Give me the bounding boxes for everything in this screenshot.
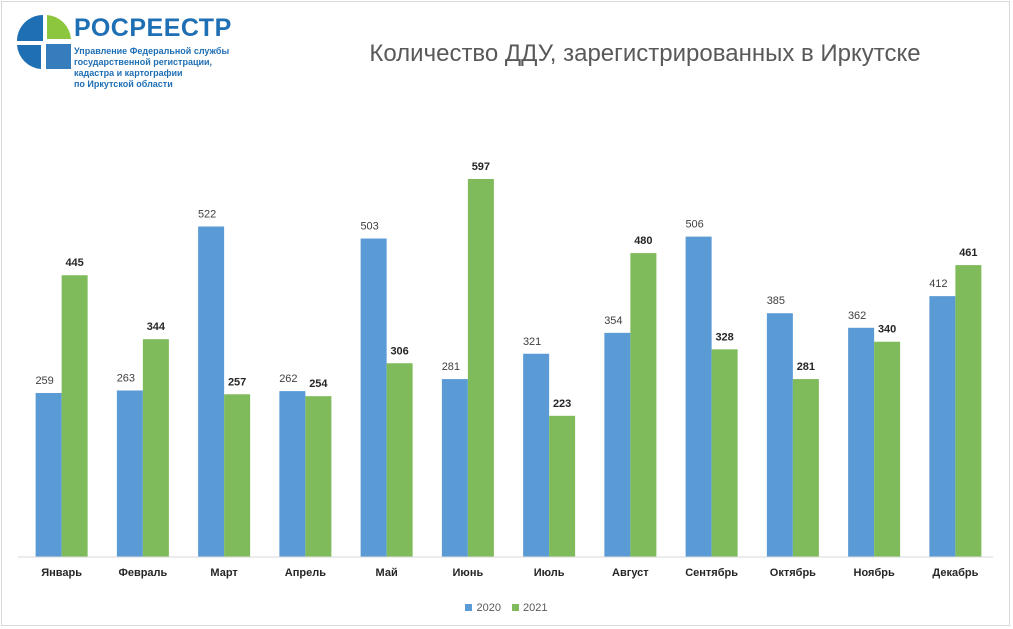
bar-2021-10 bbox=[792, 379, 819, 557]
category-label: Январь bbox=[41, 567, 82, 579]
category-label: Март bbox=[210, 567, 238, 579]
bars-layer: 259 445 263 344 522 257 262 254 503 306 281 597 321 2… bbox=[35, 161, 982, 558]
legend-item-2021: 2021 bbox=[512, 602, 548, 614]
category-label: Сентябрь bbox=[685, 567, 738, 579]
category-label: Декабрь bbox=[932, 567, 978, 579]
data-label-2020-9: 506 bbox=[685, 219, 703, 231]
data-label-2021-9: 328 bbox=[715, 331, 733, 343]
data-label-2020-5: 503 bbox=[360, 221, 378, 233]
bar-2020-12 bbox=[929, 296, 956, 557]
logo-emblem bbox=[17, 15, 71, 69]
category-label: Ноябрь bbox=[854, 567, 895, 579]
bar-2020-10 bbox=[766, 313, 793, 557]
bar-2020-7 bbox=[523, 353, 550, 557]
data-label-2021-8: 480 bbox=[634, 235, 652, 247]
data-label-2021-5: 306 bbox=[390, 345, 408, 357]
bar-2020-6 bbox=[441, 379, 468, 557]
legend-label-2021: 2021 bbox=[523, 602, 548, 614]
agency-subtitle: Управление Федеральной службы государств… bbox=[74, 46, 244, 90]
data-label-2021-1: 445 bbox=[65, 257, 83, 269]
data-label-2021-2: 344 bbox=[147, 321, 166, 333]
category-label: Июнь bbox=[453, 567, 484, 579]
data-label-2020-6: 281 bbox=[442, 361, 460, 373]
data-label-2021-3: 257 bbox=[228, 376, 246, 388]
bar-2020-2 bbox=[116, 390, 143, 557]
bar-2020-9 bbox=[685, 236, 712, 557]
data-label-2021-7: 223 bbox=[553, 398, 571, 410]
data-label-2020-3: 522 bbox=[198, 208, 216, 220]
legend: 2020 2021 bbox=[0, 602, 1013, 614]
bar-2020-3 bbox=[198, 226, 225, 558]
legend-swatch-2021 bbox=[512, 604, 520, 611]
data-label-2020-7: 321 bbox=[523, 336, 541, 348]
data-label-2020-8: 354 bbox=[604, 315, 622, 327]
bar-2021-11 bbox=[874, 341, 901, 557]
subtitle-line: Управление Федеральной службы bbox=[74, 46, 230, 56]
subtitle-line: по Иркутской области bbox=[74, 79, 173, 89]
bar-2021-1 bbox=[61, 275, 88, 557]
data-label-2021-10: 281 bbox=[797, 361, 815, 373]
bar-2021-5 bbox=[386, 363, 413, 557]
data-label-2021-12: 461 bbox=[959, 247, 977, 259]
category-label: Май bbox=[376, 567, 398, 579]
data-label-2020-12: 412 bbox=[929, 278, 947, 290]
category-label: Июль bbox=[534, 567, 565, 579]
data-label-2021-6: 597 bbox=[472, 161, 490, 173]
legend-label-2020: 2020 bbox=[476, 602, 501, 614]
data-label-2020-10: 385 bbox=[767, 295, 785, 307]
subtitle-line: государственной регистрации, bbox=[74, 57, 213, 67]
bar-2021-7 bbox=[549, 415, 576, 557]
bar-2021-8 bbox=[630, 253, 657, 558]
bar-2020-4 bbox=[279, 391, 306, 557]
category-label: Октябрь bbox=[770, 567, 816, 579]
bar-2020-11 bbox=[848, 327, 875, 557]
bar-2021-12 bbox=[955, 265, 982, 557]
bar-2021-2 bbox=[142, 339, 169, 557]
chart-title: Количество ДДУ, зарегистрированных в Ирк… bbox=[369, 40, 921, 67]
bar-2020-8 bbox=[604, 332, 631, 557]
brand-name: РОСРЕЕСТР bbox=[74, 14, 232, 42]
legend-swatch-2020 bbox=[465, 604, 473, 611]
category-label: Февраль bbox=[118, 567, 167, 579]
data-label-2020-1: 259 bbox=[35, 375, 53, 387]
data-label-2021-11: 340 bbox=[878, 324, 896, 336]
category-label: Август bbox=[612, 567, 649, 579]
data-label-2020-4: 262 bbox=[279, 373, 297, 385]
category-label: Апрель bbox=[285, 567, 326, 579]
legend-item-2020: 2020 bbox=[465, 602, 501, 614]
category-labels: Январь Февраль Март Апрель Май Июнь Июль Август… bbox=[41, 567, 978, 579]
subtitle-line: кадастра и картографии bbox=[74, 68, 183, 78]
data-label-2020-2: 263 bbox=[117, 372, 135, 384]
data-label-2020-11: 362 bbox=[848, 310, 866, 322]
bar-2020-5 bbox=[360, 238, 387, 558]
bar-2021-6 bbox=[467, 179, 494, 557]
rosreestr-logo-icon bbox=[17, 15, 71, 69]
bar-2021-3 bbox=[224, 394, 251, 557]
bar-2021-4 bbox=[305, 396, 332, 557]
bar-2021-9 bbox=[711, 349, 738, 557]
data-label-2021-4: 254 bbox=[309, 378, 328, 390]
bar-2020-1 bbox=[35, 393, 62, 557]
